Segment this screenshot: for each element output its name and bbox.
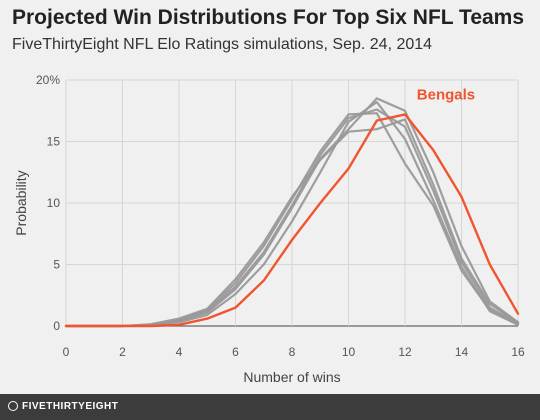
fivethirtyeight-logo: FIVETHIRTYEIGHT (8, 401, 118, 412)
logo-mark-icon (8, 401, 18, 411)
x-axis-title: Number of wins (243, 369, 340, 385)
x-tick-label: 8 (289, 345, 296, 359)
series-line-bengals (64, 113, 520, 328)
x-tick-label: 10 (342, 345, 356, 359)
x-tick-label: 0 (63, 345, 70, 359)
y-tick-label: 0 (53, 319, 60, 333)
footer-logo-text: FIVETHIRTYEIGHT (22, 401, 119, 412)
x-tick-label: 12 (398, 345, 412, 359)
x-tick-label: 4 (176, 345, 183, 359)
x-tick-label: 2 (119, 345, 126, 359)
x-tick-label: 6 (232, 345, 239, 359)
series-label-bengals: Bengals (417, 87, 475, 104)
y-tick-label: 20% (36, 73, 60, 87)
chart-svg: 0 5 10 15 20% 0 2 4 6 8 10 12 14 16 Number of wins Prob… (13, 73, 525, 385)
chart-title: Projected Win Distributions For Top Six … (12, 6, 525, 29)
x-tick-label: 14 (455, 345, 469, 359)
footer-bar: FIVETHIRTYEIGHT (0, 394, 540, 420)
y-axis-title: Probability (13, 170, 29, 235)
y-tick-label: 10 (47, 196, 61, 210)
y-tick-label: 15 (47, 135, 61, 149)
x-tick-label: 16 (511, 345, 525, 359)
chart-subtitle: FiveThirtyEight NFL Elo Ratings simulati… (12, 36, 433, 53)
y-tick-label: 5 (53, 258, 60, 272)
